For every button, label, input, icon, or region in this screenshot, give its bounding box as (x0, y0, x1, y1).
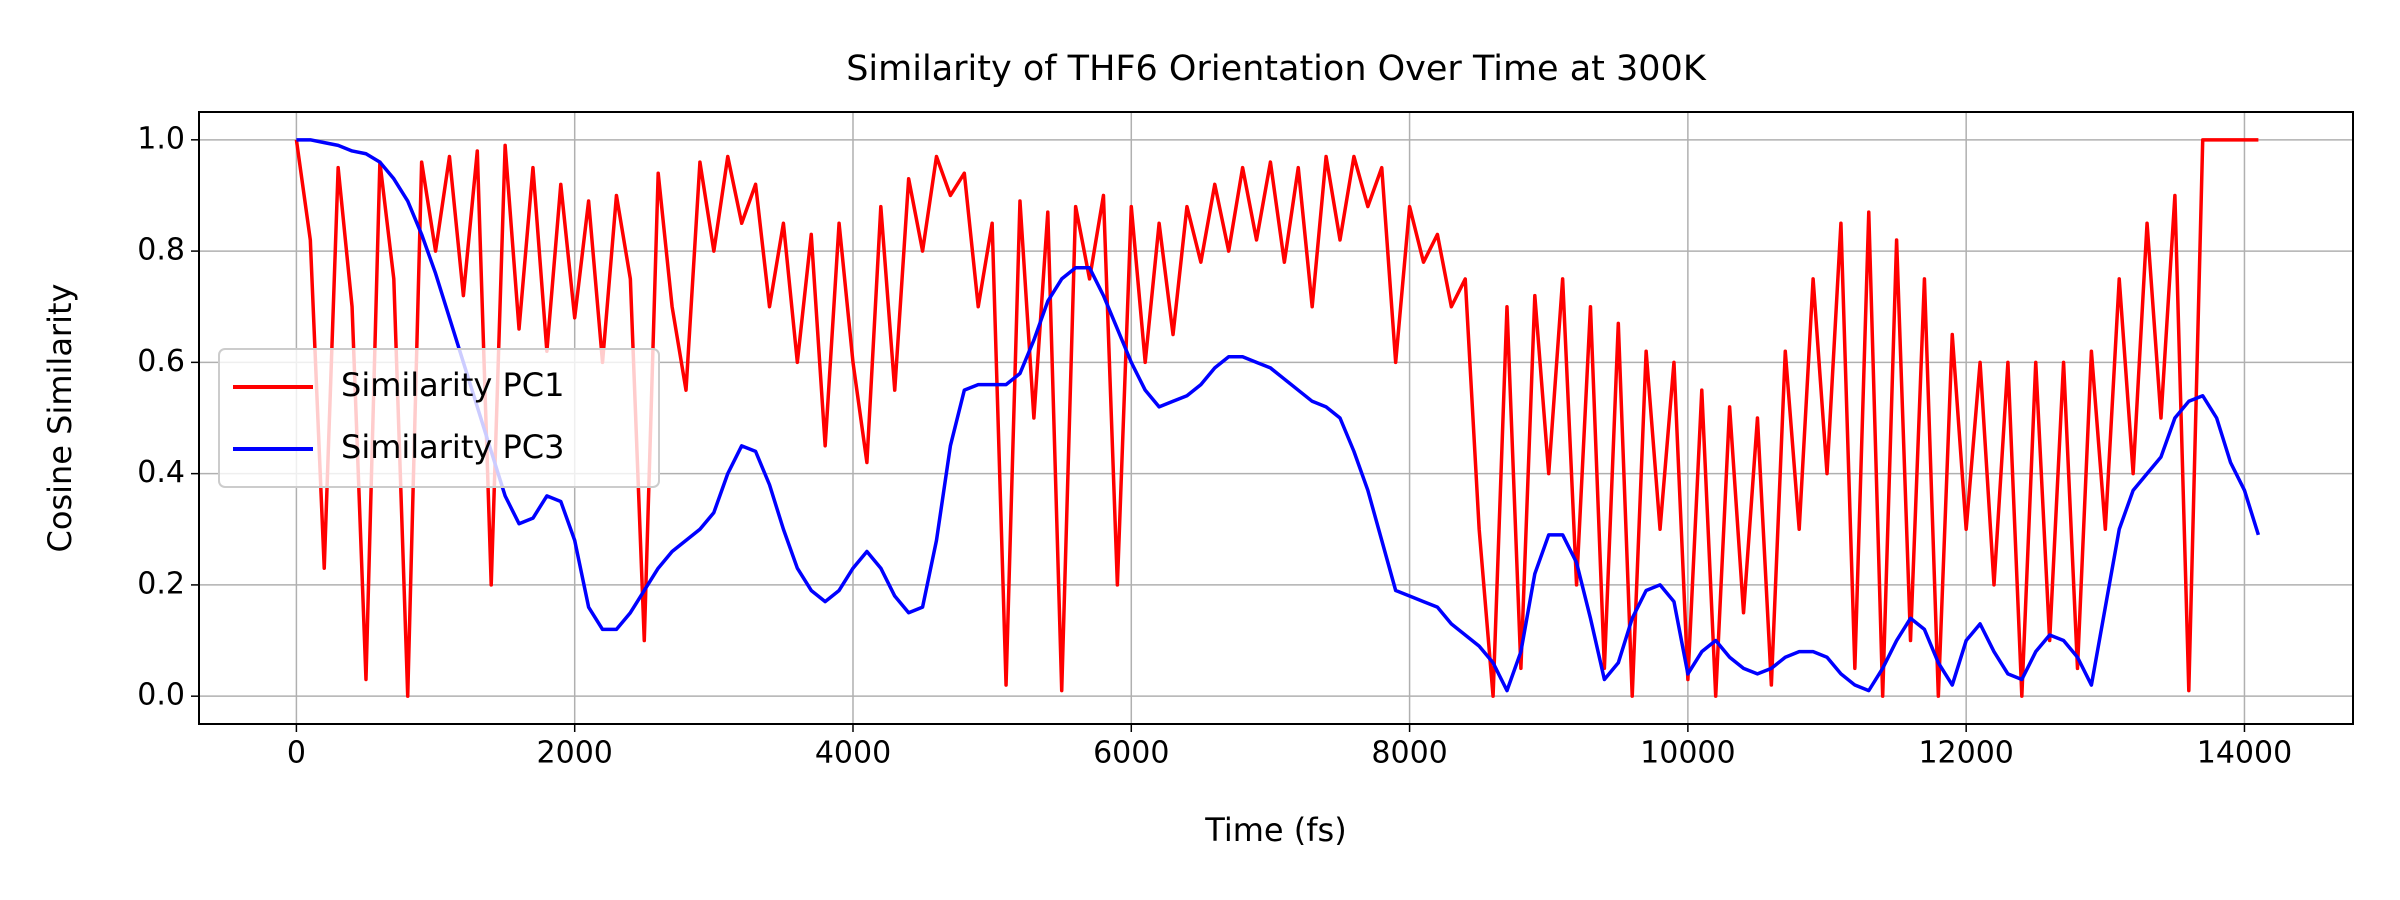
y-axis-label: Cosine Similarity (41, 284, 79, 553)
legend: Similarity PC1 Similarity PC3 (218, 348, 660, 488)
legend-label: Similarity PC3 (341, 428, 564, 466)
x-tick-label: 10000 (1640, 736, 1735, 771)
x-axis-label: Time (fs) (1204, 811, 1346, 849)
y-tick-label: 0.4 (137, 455, 185, 490)
x-tick-label: 6000 (1093, 736, 1169, 771)
x-tick-label: 2000 (537, 736, 613, 771)
legend-box (218, 348, 660, 488)
chart-title: Similarity of THF6 Orientation Over Time… (846, 49, 1707, 89)
y-tick-label: 1.0 (137, 121, 185, 156)
x-tick-label: 12000 (1918, 736, 2013, 771)
y-tick-label: 0.2 (137, 566, 185, 601)
x-tick-label: 14000 (2197, 736, 2292, 771)
data-line (296, 138, 2261, 693)
data-line (294, 138, 2259, 698)
plot-frame (198, 111, 2354, 725)
y-tick-label: 0.8 (137, 233, 185, 268)
y-tick-label: 0.0 (137, 678, 185, 713)
x-tick-label: 0 (287, 736, 306, 771)
x-tick-label: 8000 (1371, 736, 1447, 771)
legend-label: Similarity PC1 (341, 366, 564, 404)
y-tick-label: 0.6 (137, 344, 185, 379)
x-tick-label: 4000 (815, 736, 891, 771)
